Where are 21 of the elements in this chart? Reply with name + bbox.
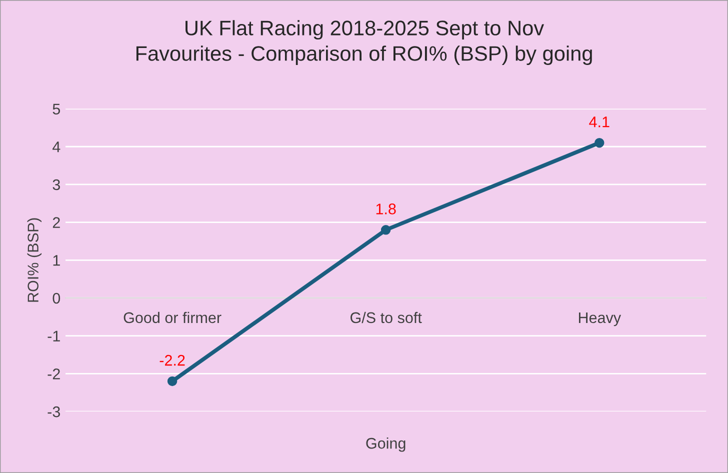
data-label: 4.1 bbox=[589, 116, 610, 128]
data-label: -2.2 bbox=[160, 354, 185, 366]
y-tick-label: -3 bbox=[48, 406, 60, 418]
y-tick-label: 2 bbox=[52, 217, 60, 228]
data-label: 1.8 bbox=[376, 204, 396, 214]
point bbox=[380, 225, 391, 235]
y-tick-label: -2 bbox=[48, 368, 60, 380]
x-tick-label: Heavy bbox=[578, 312, 622, 326]
y-tick-label: 0 bbox=[52, 292, 60, 304]
x-axis-title: Going bbox=[366, 438, 406, 452]
chart-title: UK Flat Racing 2018-2025 Sept to Nov Favourites - Comparison of ROI% (BSP) by going bbox=[136, 20, 592, 66]
y-tick-label: -1 bbox=[48, 330, 60, 342]
y-axis-title: ROI% (BSP) bbox=[27, 218, 42, 302]
y-tick-label: 1 bbox=[53, 255, 60, 266]
y-tick-label: 4 bbox=[52, 142, 60, 152]
x-tick-label: Good or firmer bbox=[124, 312, 222, 324]
point bbox=[594, 138, 604, 148]
point bbox=[167, 376, 178, 386]
x-tick-label: G/S to soft bbox=[350, 312, 422, 324]
y-tick-label: 3 bbox=[52, 179, 60, 190]
y-tick-label: 5 bbox=[52, 104, 60, 114]
